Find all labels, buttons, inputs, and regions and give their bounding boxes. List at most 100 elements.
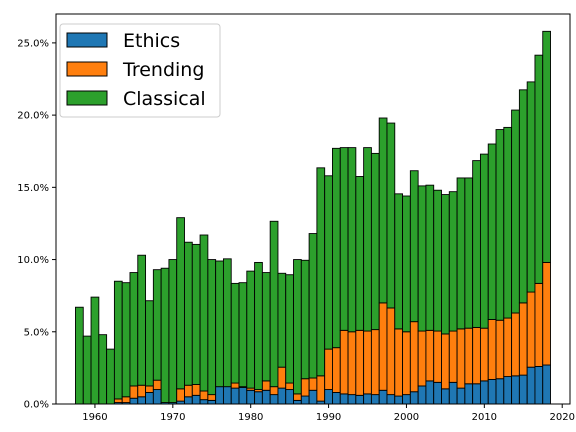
bar-classical-1979: [238, 282, 248, 388]
y-tick-label: 10.0%: [17, 255, 49, 266]
bar-ethics-1976: [215, 386, 224, 405]
bar-trending-1978: [230, 382, 240, 389]
bar-classical-1981: [254, 261, 263, 391]
bar-classical-1965: [129, 272, 139, 387]
bar-trending-2018: [542, 261, 551, 366]
x-tick-label: 1990: [316, 412, 341, 423]
bar-trending-1985: [285, 382, 294, 391]
bar-trending-1972: [184, 384, 193, 398]
bar-classical-2007: [456, 177, 466, 330]
bar-ethics-2010: [479, 380, 489, 405]
bar-classical-2015: [518, 89, 528, 304]
bar-classical-1960: [90, 296, 100, 405]
bar-ethics-2012: [495, 378, 505, 405]
bar-classical-1962: [106, 348, 115, 405]
bar-classical-1964: [121, 282, 131, 398]
bar-trending-2004: [433, 330, 442, 383]
x-tick-label: 2010: [472, 412, 497, 423]
bar-ethics-1966: [137, 396, 147, 405]
bar-ethics-1981: [254, 391, 263, 405]
bar-classical-1958: [75, 306, 84, 405]
bar-trending-2012: [495, 319, 505, 380]
bar-trending-1986: [293, 393, 302, 401]
bar-classical-2002: [417, 185, 427, 332]
bar-ethics-1992: [339, 393, 349, 405]
bar-classical-1982: [261, 272, 271, 382]
bar-classical-1996: [370, 152, 380, 331]
bar-classical-2017: [534, 54, 544, 284]
bar-ethics-1978: [230, 387, 240, 405]
bar-classical-2018: [542, 30, 551, 263]
bar-classical-1997: [378, 117, 388, 304]
bar-classical-2014: [511, 109, 520, 314]
bar-classical-2013: [503, 126, 513, 319]
bar-ethics-2017: [534, 365, 544, 405]
bar-ethics-1993: [347, 394, 357, 405]
bar-classical-1995: [363, 147, 372, 332]
bar-trending-1965: [129, 385, 139, 399]
bar-ethics-1995: [363, 393, 372, 405]
bar-ethics-2018: [542, 364, 551, 405]
bar-trending-1982: [261, 380, 271, 391]
bar-classical-1977: [222, 258, 232, 388]
bar-classical-2005: [441, 194, 450, 335]
bar-ethics-2006: [448, 381, 458, 405]
bar-trending-2009: [472, 326, 481, 385]
bar-trending-2001: [409, 321, 419, 393]
plot-area-frame: [55, 13, 571, 405]
bar-trending-2007: [456, 328, 466, 389]
bar-classical-1983: [269, 220, 279, 388]
bar-trending-1984: [277, 366, 287, 389]
y-tick-label: 20.0%: [17, 111, 49, 122]
legend-label-classical: Classical: [123, 88, 206, 110]
bar-ethics-1984: [277, 387, 287, 405]
bar-classical-2006: [448, 191, 458, 332]
bar-classical-1991: [332, 147, 341, 349]
bar-ethics-1982: [261, 389, 271, 405]
bar-ethics-2013: [503, 376, 513, 405]
bar-classical-1990: [324, 175, 333, 350]
bar-classical-1974: [199, 234, 209, 392]
bar-trending-1997: [378, 302, 388, 391]
legend-swatch-ethics: [66, 32, 108, 48]
bar-trending-2017: [534, 282, 544, 367]
bar-classical-1969: [160, 267, 170, 404]
bar-trending-2003: [425, 329, 435, 382]
bar-classical-1978: [230, 282, 240, 384]
bar-classical-1972: [184, 241, 193, 386]
bar-classical-1966: [137, 254, 147, 386]
bar-trending-1983: [269, 386, 279, 396]
bar-classical-1989: [316, 167, 326, 377]
bar-ethics-2004: [433, 381, 442, 405]
bar-ethics-1987: [300, 395, 310, 405]
legend-label-ethics: Ethics: [123, 30, 180, 52]
bar-ethics-1968: [152, 389, 162, 405]
bar-trending-2002: [417, 330, 427, 387]
bar-trending-1963: [113, 398, 123, 404]
bar-trending-1995: [363, 330, 372, 395]
x-axis: 1960 1970 1980 1990 2000 2010 2020: [82, 404, 575, 423]
bar-classical-1999: [394, 193, 404, 330]
y-tick-label: 5.0%: [24, 327, 49, 338]
bar-ethics-1974: [199, 399, 209, 405]
bar-classical-1984: [277, 272, 287, 368]
bar-trending-1971: [176, 388, 185, 402]
bar-classical-1961: [98, 334, 108, 405]
y-tick-label: 0.0%: [24, 400, 49, 411]
bar-classical-1985: [285, 274, 294, 384]
bar-trending-2013: [503, 317, 513, 378]
bar-ethics-1983: [269, 394, 279, 405]
bars-group: [75, 30, 551, 405]
bar-ethics-1986: [293, 399, 302, 405]
x-tick-label: 1970: [160, 412, 185, 423]
bar-trending-1988: [308, 377, 318, 391]
bar-classical-2003: [425, 184, 435, 331]
bar-ethics-1988: [308, 389, 318, 405]
bar-trending-1964: [121, 396, 131, 404]
bar-ethics-1975: [207, 399, 217, 405]
bar-ethics-2000: [402, 394, 411, 405]
bar-classical-1967: [145, 300, 154, 387]
bar-classical-1994: [355, 176, 365, 331]
bar-classical-1998: [386, 122, 396, 309]
